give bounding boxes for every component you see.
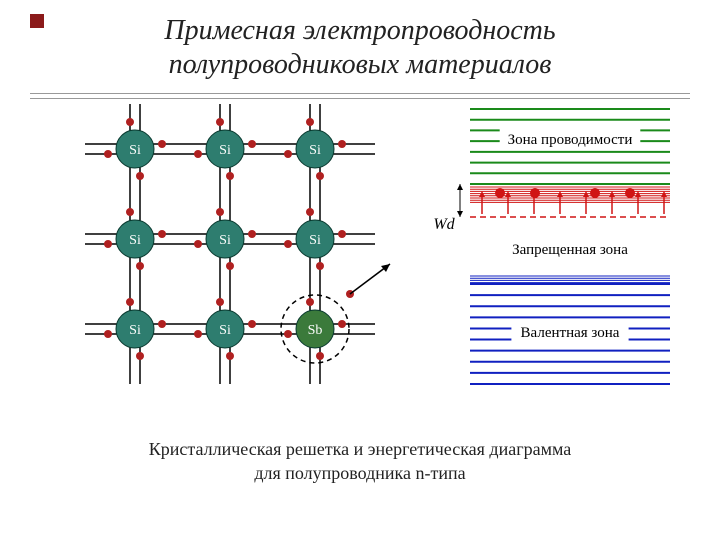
svg-text:Wd: Wd	[433, 216, 455, 233]
svg-text:Зона проводимости: Зона проводимости	[508, 132, 633, 148]
slide: Примесная электропроводность полупроводн…	[0, 0, 720, 540]
title-line-1: Примесная электропроводность	[164, 15, 555, 46]
svg-text:Si: Si	[129, 323, 141, 338]
diagram-area: Si Si Si Si Si Si Si Si Sb Wd Зона проводимости Зап…	[0, 99, 720, 429]
svg-text:Si: Si	[219, 143, 231, 158]
corner-marker	[30, 14, 44, 28]
svg-text:Si: Si	[309, 233, 321, 248]
svg-text:Si: Si	[309, 143, 321, 158]
svg-text:Запрещенная зона: Запрещенная зона	[512, 242, 628, 258]
svg-text:Si: Si	[219, 233, 231, 248]
svg-text:Si: Si	[129, 143, 141, 158]
svg-text:Sb: Sb	[308, 323, 323, 338]
title-line-2: полупроводниковых материалов	[169, 49, 552, 80]
caption: Кристаллическая решетка и энергетическая…	[0, 437, 720, 486]
svg-text:Валентная зона: Валентная зона	[521, 325, 620, 341]
svg-text:Si: Si	[129, 233, 141, 248]
caption-line-2: для полупроводника n-типа	[254, 463, 465, 483]
caption-line-1: Кристаллическая решетка и энергетическая…	[149, 439, 571, 459]
svg-text:Si: Si	[219, 323, 231, 338]
slide-title: Примесная электропроводность полупроводн…	[0, 0, 720, 87]
diagram-svg: Si Si Si Si Si Si Si Si Sb Wd Зона проводимости Зап…	[0, 99, 720, 409]
